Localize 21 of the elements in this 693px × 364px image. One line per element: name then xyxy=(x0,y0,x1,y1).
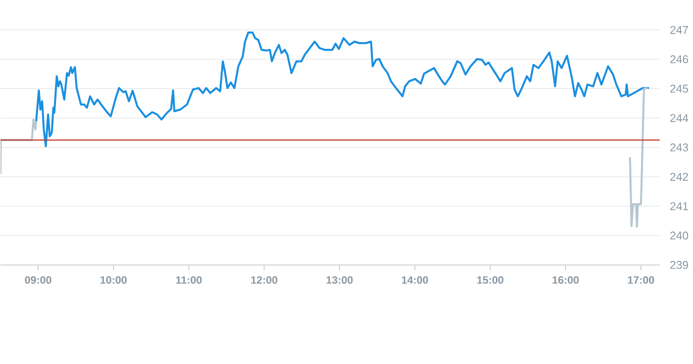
y-tick-label: 240 xyxy=(670,232,688,240)
x-tick-label: 16:00 xyxy=(552,276,579,284)
y-tick-label: 243 xyxy=(670,144,688,152)
line-series xyxy=(35,32,650,148)
y-tick-label: 241 xyxy=(670,202,688,210)
y-tick-label: 247 xyxy=(670,26,688,34)
x-tick-label: 14:00 xyxy=(402,276,428,284)
x-tick-label: 13:00 xyxy=(326,276,353,284)
line-series xyxy=(0,118,38,176)
x-tick-label: 09:00 xyxy=(24,276,52,284)
y-tick-label: 245 xyxy=(670,84,688,93)
x-tick-label: 10:00 xyxy=(100,276,127,284)
y-tick-label: 246 xyxy=(670,56,688,64)
y-tick-label: 244 xyxy=(670,114,688,122)
line-series xyxy=(628,87,649,228)
y-tick-label: 239 xyxy=(670,261,688,270)
x-tick-label: 17:00 xyxy=(628,276,654,284)
x-tick-label: 11:00 xyxy=(176,276,202,284)
x-tick-label: 12:00 xyxy=(251,276,278,284)
x-tick-label: 15:00 xyxy=(477,276,504,284)
y-tick-label: 242 xyxy=(670,173,688,181)
